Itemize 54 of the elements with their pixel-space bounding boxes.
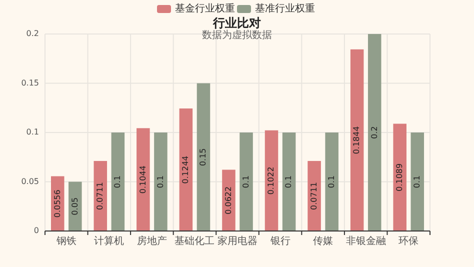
bar — [196, 83, 210, 231]
bar — [350, 49, 364, 231]
bar — [410, 132, 424, 231]
data-label: 0.15 — [198, 148, 208, 166]
legend-label: 基准行业权重 — [255, 2, 315, 15]
chart-title: 行业比对 — [212, 16, 261, 30]
x-tick-label: 环保 — [398, 236, 419, 247]
data-label: 0.2 — [370, 126, 379, 139]
data-label: 0.0711 — [309, 182, 318, 210]
data-label: 0.1 — [284, 175, 294, 188]
y-tick-label: 0.2 — [26, 29, 39, 38]
bar — [136, 128, 150, 231]
data-label: 0.1 — [113, 175, 122, 188]
bar — [264, 130, 278, 231]
x-tick-label: 计算机 — [94, 235, 124, 247]
data-label: 0.1089 — [395, 163, 404, 192]
y-tick-label: 0.05 — [21, 176, 39, 186]
data-label: 0.1044 — [138, 166, 148, 194]
x-tick-label: 房地产 — [136, 235, 167, 247]
x-tick-label: 传媒 — [313, 236, 334, 247]
data-label: 0.0622 — [224, 186, 233, 214]
bar — [179, 108, 193, 231]
y-tick-label: 0 — [34, 226, 39, 236]
x-tick-label: 银行 — [269, 236, 290, 247]
bar — [68, 182, 82, 231]
data-label: 0.1844 — [352, 126, 362, 154]
bar — [222, 170, 236, 231]
bar — [393, 124, 406, 231]
x-tick-label: 家用电器 — [218, 235, 258, 247]
x-tick-label: 基础化工 — [174, 235, 215, 247]
data-label: 0.0711 — [96, 182, 105, 210]
chart-subtitle: 数据为虚拟数据 — [202, 29, 272, 41]
bar — [50, 176, 64, 231]
data-label: 0.0556 — [52, 190, 62, 218]
bar — [240, 132, 253, 231]
data-label: 0.1 — [241, 175, 250, 188]
data-label: 0.1022 — [266, 166, 276, 195]
bar — [111, 132, 125, 231]
data-label: 0.1244 — [181, 156, 190, 184]
data-label: 0.1 — [412, 175, 422, 188]
y-tick-label: 0.15 — [21, 78, 39, 88]
data-label: 0.1 — [156, 175, 165, 188]
x-tick-label: 钢铁 — [55, 235, 76, 247]
data-label: 0.1 — [327, 175, 336, 188]
bar — [94, 160, 108, 231]
y-tick-label: 0.1 — [26, 128, 39, 137]
bar — [308, 160, 321, 231]
x-tick-label: 非银金融 — [346, 235, 386, 247]
data-label: 0.05 — [70, 197, 80, 216]
bar — [368, 34, 382, 231]
legend-label: 基金行业权重 — [175, 2, 235, 15]
bar — [154, 132, 168, 231]
bar — [282, 132, 296, 231]
bar — [325, 132, 338, 231]
